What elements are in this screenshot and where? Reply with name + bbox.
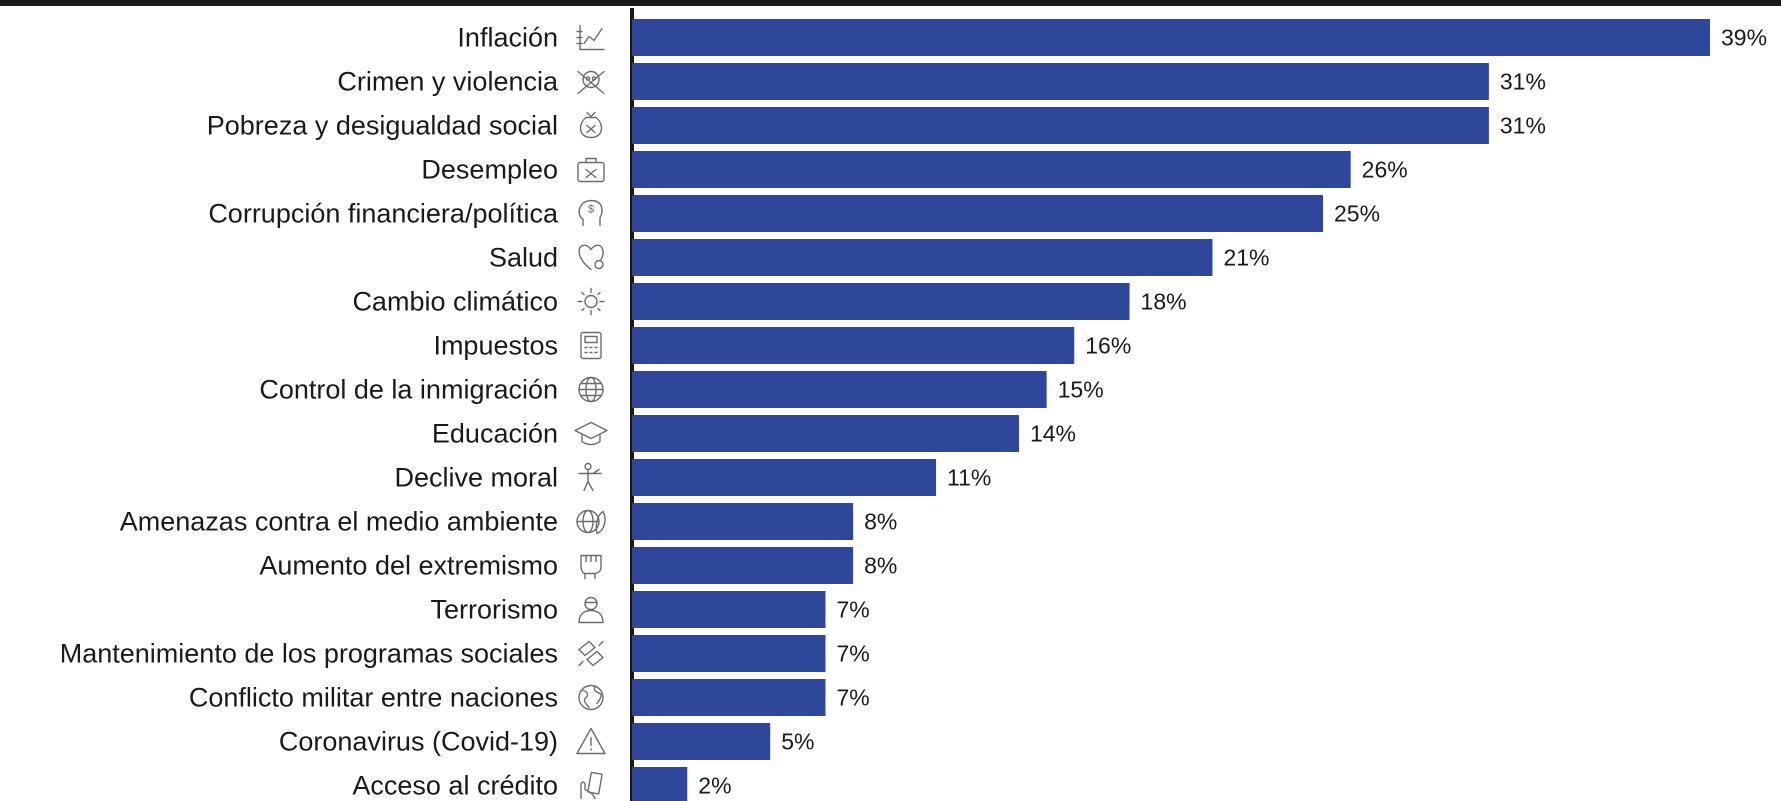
sun-icon <box>577 287 605 316</box>
bar <box>632 679 826 716</box>
bar <box>632 767 688 801</box>
globe-icon <box>578 376 604 403</box>
calculator-icon <box>580 331 602 360</box>
category-label: Control de la inmigración <box>259 375 558 405</box>
masked-person-icon <box>578 596 604 624</box>
bar <box>632 107 1489 144</box>
bar <box>632 239 1213 276</box>
category-label: Corrupción financiera/política <box>208 199 559 229</box>
bar <box>632 503 854 540</box>
category-label: Impuestos <box>433 331 558 361</box>
bar <box>632 459 937 496</box>
bar <box>632 371 1047 408</box>
value-label: 16% <box>1085 333 1131 359</box>
value-label: 31% <box>1500 69 1546 95</box>
category-label: Acceso al crédito <box>352 771 558 801</box>
category-label: Inflación <box>457 23 558 53</box>
globe-leaf-icon <box>576 509 606 535</box>
heart-stethoscope-icon <box>578 244 604 271</box>
bar <box>632 547 854 584</box>
value-label: 5% <box>781 729 814 755</box>
bar <box>632 63 1489 100</box>
helping-hands-icon <box>578 640 604 667</box>
bar <box>632 151 1351 188</box>
money-bag-icon <box>579 111 603 139</box>
bar <box>632 591 826 628</box>
value-label: 31% <box>1500 113 1546 139</box>
category-label: Salud <box>489 243 558 273</box>
bar <box>632 723 771 760</box>
category-label: Mantenimiento de los programas sociales <box>60 639 558 669</box>
value-label: 7% <box>836 597 869 623</box>
category-label: Educación <box>432 419 558 449</box>
category-label: Terrorismo <box>430 595 558 625</box>
bar <box>632 327 1075 364</box>
head-dollar-icon: $ <box>578 199 603 227</box>
value-label: 26% <box>1362 157 1408 183</box>
category-label: Declive moral <box>394 463 558 493</box>
value-label: 11% <box>947 465 991 491</box>
warning-triangle-icon <box>576 727 606 755</box>
graduation-cap-icon <box>574 421 608 446</box>
category-label: Conflicto militar entre naciones <box>189 683 558 713</box>
category-label: Coronavirus (Covid-19) <box>279 727 558 757</box>
value-label: 8% <box>864 509 897 535</box>
bar <box>632 195 1324 232</box>
skull-crossbones-icon <box>577 70 605 95</box>
category-label: Crimen y violencia <box>337 67 559 97</box>
category-label: Cambio climático <box>352 287 558 317</box>
top-rule <box>0 0 1781 6</box>
bar <box>632 283 1130 320</box>
value-label: 8% <box>864 553 897 579</box>
broken-figure-icon <box>578 462 602 492</box>
line-chart-icon <box>576 24 605 51</box>
value-label: 14% <box>1030 421 1076 447</box>
value-label: 18% <box>1141 289 1187 315</box>
category-label: Aumento del extremismo <box>259 551 558 581</box>
value-label: 21% <box>1223 245 1269 271</box>
value-label: 7% <box>836 641 869 667</box>
value-label: 39% <box>1721 25 1767 51</box>
category-label: Desempleo <box>421 155 558 185</box>
value-label: 2% <box>698 773 731 799</box>
briefcase-icon <box>577 157 605 183</box>
earth-icon <box>578 684 604 711</box>
hand-card-icon <box>580 771 603 800</box>
value-label: 15% <box>1058 377 1104 403</box>
svg-text:$: $ <box>588 204 594 216</box>
value-label: 25% <box>1334 201 1380 227</box>
value-label: 7% <box>836 685 869 711</box>
bar <box>632 415 1019 452</box>
bar <box>632 635 826 672</box>
category-label: Pobreza y desigualdad social <box>207 111 558 141</box>
category-label: Amenazas contra el medio ambiente <box>120 507 558 537</box>
raised-fist-icon <box>580 554 602 580</box>
bar <box>632 19 1710 56</box>
